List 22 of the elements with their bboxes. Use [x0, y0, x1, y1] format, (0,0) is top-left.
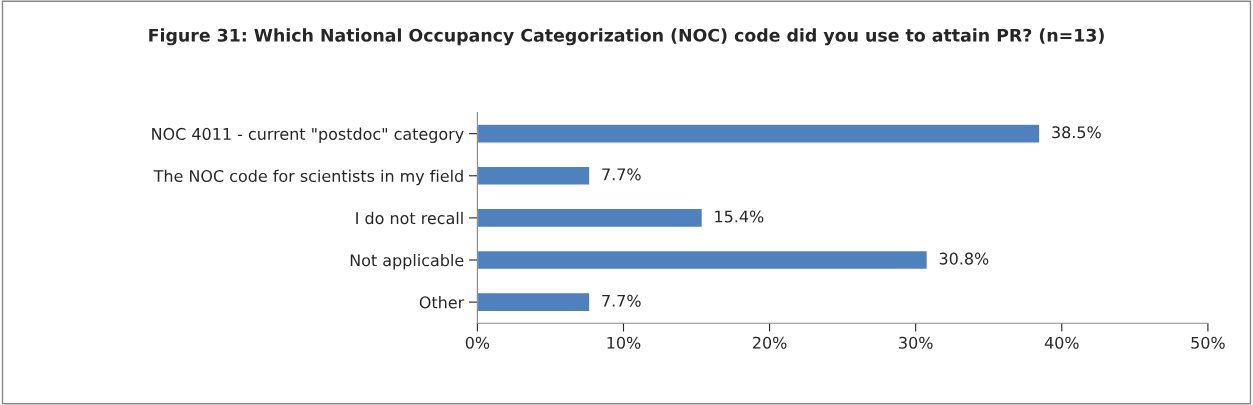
bar	[477, 165, 591, 186]
bar	[477, 249, 929, 271]
data-label: 15.4%	[715, 210, 764, 223]
data-label: 38.5%	[1052, 126, 1101, 139]
data-label: 7.7%	[602, 168, 641, 181]
bar	[477, 123, 1041, 144]
x-tick-label: 30%	[899, 336, 933, 349]
bar	[477, 291, 591, 313]
y-tick-label: Not applicable	[350, 253, 464, 270]
y-tick-label: Other	[419, 296, 465, 309]
chart-title: Figure 31: Which National Occupancy Categorization (NOC) code did you use to attain PR? (n=13)	[149, 28, 1104, 46]
x-tick-label: 20%	[753, 336, 787, 349]
x-tick-label: 10%	[607, 336, 641, 349]
x-tick-label: 40%	[1044, 336, 1079, 349]
data-label: 7.7%	[602, 294, 641, 307]
y-tick-label: I do not recall	[356, 211, 463, 225]
bar	[477, 207, 704, 229]
data-label: 30.8%	[939, 252, 989, 265]
x-tick-label: 0%	[465, 336, 490, 349]
y-tick-label: The NOC code for scientists in my field	[153, 169, 463, 186]
x-tick-label: 50%	[1191, 336, 1225, 349]
y-tick-label: NOC 4011 - current "postdoc" category	[152, 127, 464, 144]
